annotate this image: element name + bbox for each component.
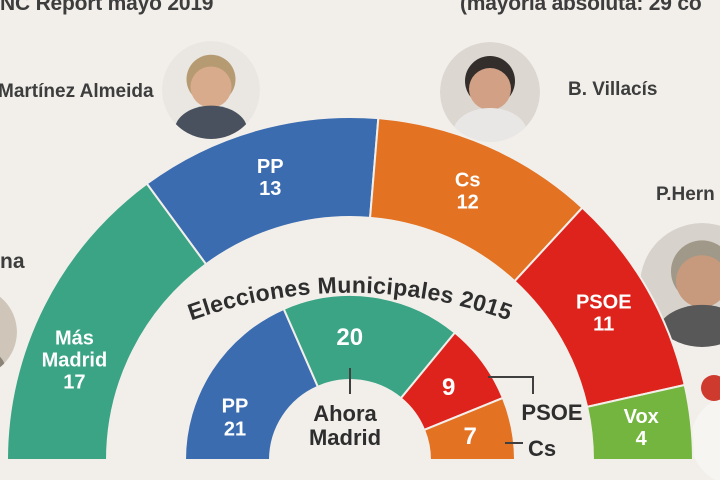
external-label-cs: Cs [528,436,556,461]
segment-vox-2019 [585,383,695,461]
segment-label: PP 21 [222,395,249,440]
ring-2019-projection: Más Madrid 17 PP 13 Cs 12 PSOE 11 Vox 4 [5,116,695,461]
segment-label: 7 [464,423,477,450]
photo-hernandez [640,223,720,347]
candidate-label-carmena-fragment: na [0,250,25,273]
candidate-label-hernandez: P.Hern [656,184,715,205]
segment-ahora-madrid-2015 [282,294,457,400]
segment-label: Cs 12 [455,170,481,214]
leader-line-psoe [488,376,534,394]
source-label: NC Report mayo 2019 [0,0,214,15]
candidate-label-almeida: Martínez Almeida [0,81,154,102]
majority-note: (mayoría absoluta: 29 co [460,0,702,15]
external-label-psoe: PSOE [521,400,582,425]
segment-label: 20 [336,324,363,351]
segment-label: PP 13 [257,156,284,200]
segment-label: 9 [442,374,455,401]
segment-label: PSOE 11 [576,292,632,336]
candidate-label-villacis: B. Villacís [568,79,658,100]
partial-photo-right-edge [691,375,720,480]
segment-label: Vox 4 [624,406,659,450]
ring-2015-results: PP 21 20 Ahora Madrid 9 PSOE 7 Cs [183,294,583,461]
external-label-ahora-madrid: Ahora Madrid [309,401,381,450]
segment-cs-2015 [422,396,517,461]
photo-carmena [0,287,17,377]
segment-pp-2015 [183,307,320,461]
photo-almeida [162,41,260,139]
segment-label: Más Madrid 17 [42,328,108,394]
photo-villacis [440,42,540,142]
